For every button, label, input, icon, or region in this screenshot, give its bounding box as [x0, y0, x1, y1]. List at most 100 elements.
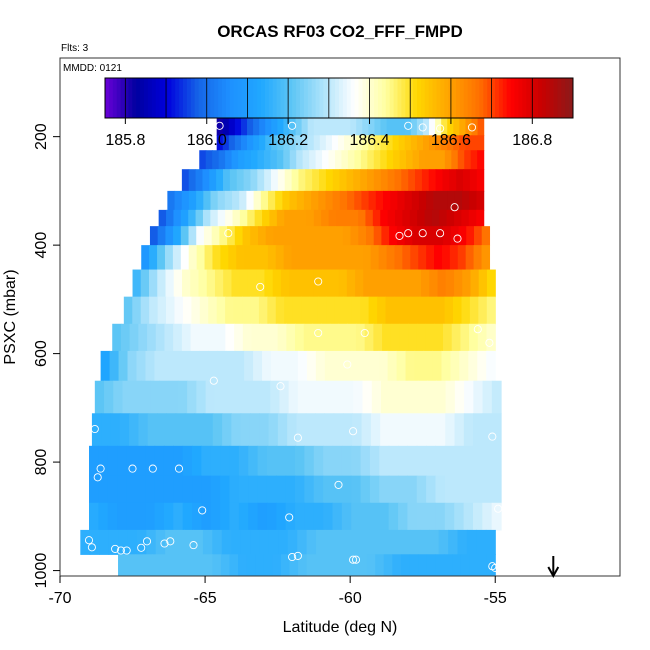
heatmap-cell	[417, 413, 428, 447]
heatmap-cell	[205, 150, 213, 170]
heatmap-cell	[166, 296, 176, 325]
heatmap-cell	[217, 350, 227, 382]
colorbar-swatch	[471, 78, 476, 118]
sample-point	[343, 360, 352, 369]
heatmap-cell	[196, 380, 207, 414]
heatmap-cell	[296, 413, 307, 447]
sample-point	[122, 546, 131, 555]
heatmap-cell	[191, 296, 201, 325]
heatmap-cell	[444, 150, 452, 170]
heatmap-cell	[353, 169, 361, 192]
heatmap-cell	[160, 554, 171, 576]
heatmap-cell	[201, 475, 212, 504]
heatmap-cell	[173, 269, 183, 298]
heatmap-cell	[271, 117, 278, 136]
heatmap-cell	[291, 169, 300, 192]
heatmap-cell	[276, 475, 287, 504]
heatmap-cell	[296, 150, 304, 170]
heatmap-cell	[242, 323, 253, 352]
heatmap-cell	[251, 380, 262, 414]
heatmap-cell	[369, 475, 380, 504]
heatmap-cell	[216, 135, 224, 151]
heatmap-cell	[234, 323, 244, 352]
heatmap-cell	[199, 296, 209, 325]
heatmap-cell	[257, 475, 268, 504]
colorbar-swatch	[479, 78, 484, 118]
heatmap-cell	[454, 413, 465, 447]
heatmap-cell	[126, 445, 137, 477]
heatmap-cell	[250, 226, 259, 246]
heatmap-cell	[217, 190, 226, 211]
heatmap-cell	[283, 117, 291, 136]
heatmap-cell	[210, 209, 219, 227]
heatmap-cell	[325, 190, 334, 211]
heatmap-cell	[180, 226, 190, 246]
heatmap-cell	[350, 226, 359, 246]
heatmap-cell	[266, 502, 277, 531]
heatmap-cell	[424, 209, 433, 227]
heatmap-cell	[356, 135, 363, 151]
heatmap-cell	[289, 269, 298, 298]
heatmap-cell	[319, 135, 327, 151]
heatmap-cell	[188, 169, 197, 192]
heatmap-cell	[323, 554, 333, 576]
heatmap-cell	[239, 269, 249, 298]
heatmap-cell	[412, 269, 422, 298]
heatmap-cell	[319, 226, 329, 246]
heatmap-cell	[463, 169, 471, 192]
heatmap-cell	[89, 529, 100, 555]
heatmap-cell	[284, 296, 294, 325]
heatmap-cell	[486, 323, 496, 352]
colorbar-swatch	[315, 78, 320, 118]
colorbar-tick-label: 186.4	[349, 132, 389, 149]
sample-point	[174, 464, 184, 473]
heatmap-cell	[277, 117, 285, 136]
heatmap-cell	[447, 135, 454, 151]
heatmap-cell	[402, 245, 411, 271]
heatmap-cell	[350, 209, 359, 227]
heatmap-cell	[354, 245, 364, 271]
sample-point	[473, 325, 482, 334]
heatmap-cell	[246, 554, 256, 576]
heatmap-cell	[323, 245, 332, 271]
heatmap-cell	[459, 350, 469, 382]
heatmap-cell	[285, 502, 296, 531]
heatmap-cell	[289, 150, 297, 170]
heatmap-cell	[289, 554, 299, 576]
heatmap-cell	[152, 554, 162, 576]
heatmap-cell	[268, 529, 279, 555]
heatmap-cell	[342, 413, 353, 447]
heatmap-cell	[387, 350, 398, 382]
heatmap-cell	[436, 296, 446, 325]
colorbar-swatch	[401, 78, 406, 118]
heatmap-cell	[292, 296, 302, 325]
sample-point	[285, 513, 294, 522]
heatmap-cell	[316, 529, 327, 555]
sample-point	[351, 555, 361, 564]
heatmap-cell	[363, 269, 373, 298]
heatmap-cell	[178, 554, 188, 576]
colorbar-swatch	[405, 78, 410, 118]
heatmap-cell	[188, 190, 197, 211]
heatmap-cell	[454, 380, 465, 414]
colorbar-swatch	[522, 78, 527, 118]
heatmap-cell	[477, 135, 485, 151]
colorbar-swatch	[108, 78, 114, 118]
heatmap-cell	[163, 445, 174, 477]
heatmap-cell	[157, 269, 167, 298]
heatmap-cell	[375, 554, 385, 576]
heatmap-cell	[435, 117, 442, 136]
heatmap-cell	[240, 529, 251, 555]
heatmap-cell	[209, 169, 217, 192]
heatmap-cell	[284, 209, 293, 227]
sample-point	[494, 504, 503, 513]
colorbar-swatch	[222, 78, 227, 118]
heatmap-cell	[398, 413, 409, 447]
heatmap-cell	[110, 413, 121, 447]
heatmap-cell	[358, 209, 367, 227]
heatmap-cell	[252, 245, 261, 271]
heatmap-cell	[380, 117, 388, 136]
heatmap-cell	[438, 529, 449, 555]
heatmap-cell	[469, 169, 478, 192]
colorbar-swatch	[374, 78, 379, 118]
